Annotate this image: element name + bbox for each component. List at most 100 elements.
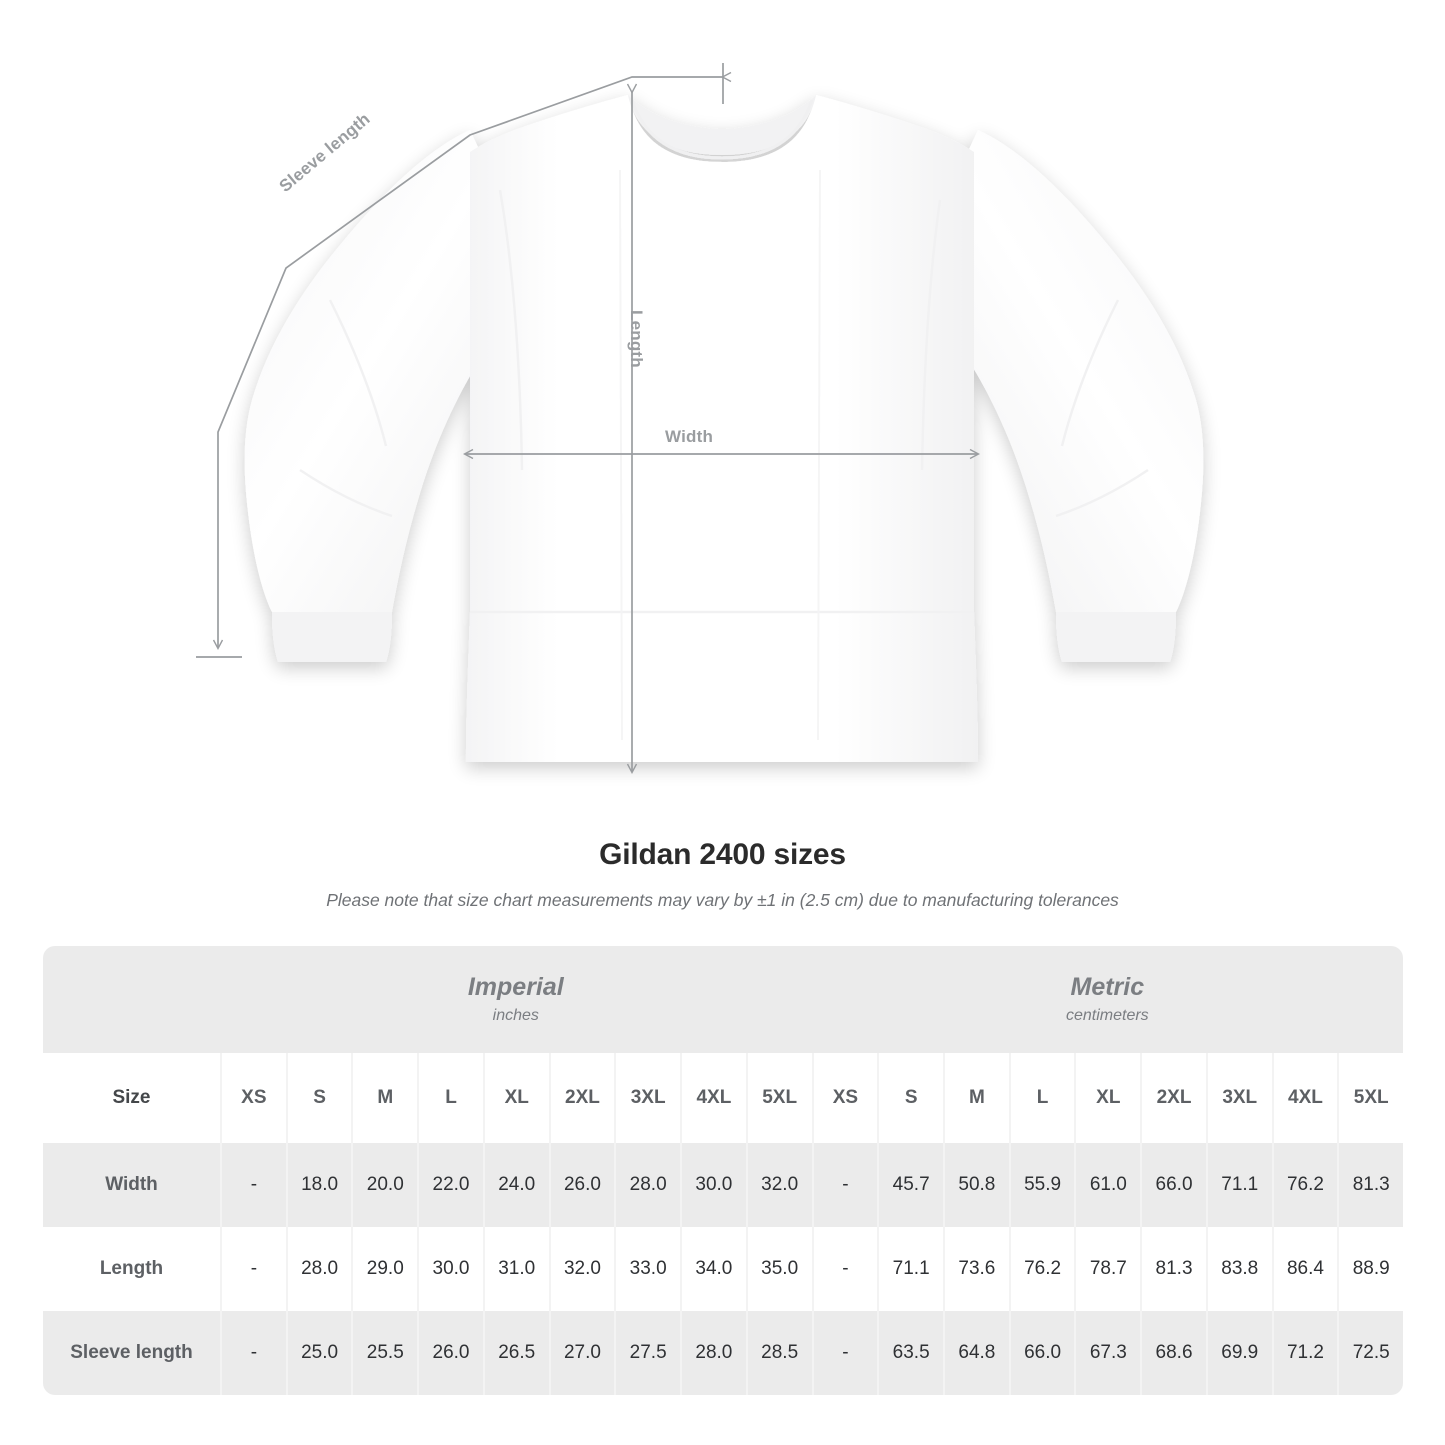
length-label: Length <box>627 310 646 368</box>
size-column-header: XS <box>811 1053 878 1143</box>
unit-system-name: Imperial <box>467 972 564 1001</box>
measurement-cell: 45.7 <box>877 1143 944 1227</box>
measurement-cell: 68.6 <box>1140 1311 1206 1395</box>
measurement-cell: 32.0 <box>745 1143 812 1227</box>
size-column-header: XS <box>220 1053 286 1143</box>
garment-diagram: Sleeve length Length Width <box>196 63 1204 774</box>
measurement-cell: 71.2 <box>1271 1311 1338 1395</box>
measurement-cell: - <box>811 1227 878 1311</box>
measurement-cell: 83.8 <box>1205 1227 1272 1311</box>
unit-system-unit: inches <box>492 1007 539 1025</box>
measurement-cell: 27.5 <box>614 1311 681 1395</box>
measurement-cell: 50.8 <box>943 1143 1009 1227</box>
measurement-cell: 86.4 <box>1271 1227 1338 1311</box>
measurement-cell: 18.0 <box>285 1143 352 1227</box>
measurement-cell: 55.9 <box>1008 1143 1075 1227</box>
size-column-header: M <box>351 1053 418 1143</box>
measurement-cell: 35.0 <box>745 1227 812 1311</box>
size-chart-table-wrapper: Imperial inches Metric centimeters Size XS S M L… <box>43 946 1404 1395</box>
measurement-cell: 73.6 <box>943 1227 1009 1311</box>
unit-system-unit: centimeters <box>1065 1007 1149 1025</box>
measurement-cell: 30.0 <box>417 1227 483 1311</box>
size-column-header: 3XL <box>1205 1053 1272 1143</box>
size-column-header: XL <box>1074 1053 1141 1143</box>
measurement-cell: 32.0 <box>548 1227 615 1311</box>
measurement-cell: 28.0 <box>680 1311 746 1395</box>
measurement-cell: 64.8 <box>943 1311 1009 1395</box>
measurement-cell: 26.0 <box>548 1143 615 1227</box>
measurement-cell: 30.0 <box>680 1143 746 1227</box>
measurement-cell: 71.1 <box>1205 1143 1272 1227</box>
size-column-header: M <box>943 1053 1009 1143</box>
measurement-cell: 29.0 <box>351 1227 418 1311</box>
size-chart-table: Imperial inches Metric centimeters Size XS S M L… <box>43 946 1404 1395</box>
measurement-cell: 81.3 <box>1337 1143 1404 1227</box>
size-column-header: XL <box>482 1053 549 1143</box>
measurement-cell: - <box>811 1311 878 1395</box>
measurement-cell: 69.9 <box>1205 1311 1272 1395</box>
unit-banner-spacer <box>43 946 220 1053</box>
size-header-label: Size <box>43 1053 220 1143</box>
size-column-header: 2XL <box>1140 1053 1206 1143</box>
page-title: Gildan 2400 sizes <box>599 838 846 871</box>
measurement-cell: - <box>220 1143 286 1227</box>
size-column-header: 3XL <box>614 1053 681 1143</box>
measurement-cell: 66.0 <box>1008 1311 1075 1395</box>
dimension-lines <box>196 63 980 774</box>
measurement-cell: 31.0 <box>482 1227 549 1311</box>
size-column-header: S <box>285 1053 352 1143</box>
unit-system-imperial: Imperial inches <box>220 946 812 1053</box>
measurement-cell: 88.9 <box>1337 1227 1404 1311</box>
measurement-cell: 24.0 <box>482 1143 549 1227</box>
measurement-cell: - <box>220 1227 286 1311</box>
measurement-cell: 67.3 <box>1074 1311 1141 1395</box>
measurement-cell: 76.2 <box>1008 1227 1075 1311</box>
size-column-header: L <box>1008 1053 1075 1143</box>
measurement-cell: 22.0 <box>417 1143 483 1227</box>
measurement-cell: - <box>811 1143 878 1227</box>
measurement-cell: 34.0 <box>680 1227 746 1311</box>
unit-system-metric: Metric centimeters <box>811 946 1404 1053</box>
table-row: Sleeve length -25.0 25.5 26.0 26.5 27.0 27.5 28… <box>43 1311 1404 1395</box>
measurement-row-label: Width <box>43 1143 220 1227</box>
sleeve-length-dimension-line <box>212 71 732 650</box>
table-row: Width -18.0 20.0 22.0 24.0 26.0 28.0 30.0 32.0-4… <box>43 1143 1404 1227</box>
tolerance-note: Please note that size chart measurements… <box>326 890 1119 910</box>
size-column-header: 5XL <box>1337 1053 1404 1143</box>
measurement-cell: 25.5 <box>351 1311 418 1395</box>
unit-system-banner-row: Imperial inches Metric centimeters <box>43 946 1404 1053</box>
width-label: Width <box>665 427 714 446</box>
garment-illustration <box>196 63 1204 774</box>
size-header-row: Size XS S M L XL 2XL 3XL 4XL 5XL XS S M L XL 2XL 3XL 4XL 5… <box>43 1053 1404 1143</box>
unit-system-name: Metric <box>1070 972 1145 1001</box>
measurement-cell: 61.0 <box>1074 1143 1141 1227</box>
measurement-cell: 66.0 <box>1140 1143 1206 1227</box>
measurement-cell: 72.5 <box>1337 1311 1404 1395</box>
measurement-cell: 28.0 <box>285 1227 352 1311</box>
measurement-cell: 25.0 <box>285 1311 352 1395</box>
size-column-header: 4XL <box>680 1053 746 1143</box>
measurement-cell: 78.7 <box>1074 1227 1141 1311</box>
measurement-cell: 81.3 <box>1140 1227 1206 1311</box>
size-column-header: L <box>417 1053 483 1143</box>
measurement-cell: 28.0 <box>614 1143 681 1227</box>
measurement-cell: 27.0 <box>548 1311 615 1395</box>
size-column-header: S <box>877 1053 944 1143</box>
measurement-cell: 71.1 <box>877 1227 944 1311</box>
measurement-cell: 63.5 <box>877 1311 944 1395</box>
size-column-header: 5XL <box>745 1053 812 1143</box>
measurement-cell: 26.0 <box>417 1311 483 1395</box>
size-column-header: 4XL <box>1271 1053 1338 1143</box>
measurement-row-label: Sleeve length <box>43 1311 220 1395</box>
measurement-cell: 28.5 <box>745 1311 812 1395</box>
measurement-cell: - <box>220 1311 286 1395</box>
measurement-cell: 26.5 <box>482 1311 549 1395</box>
size-column-header: 2XL <box>548 1053 615 1143</box>
shirt-shape <box>244 95 1204 762</box>
measurement-cell: 76.2 <box>1271 1143 1338 1227</box>
title-block: Gildan 2400 sizes Please note that size … <box>0 838 1445 911</box>
measurement-cell: 20.0 <box>351 1143 418 1227</box>
measurement-cell: 33.0 <box>614 1227 681 1311</box>
table-row: Length -28.0 29.0 30.0 31.0 32.0 33.0 34.0 35.0-… <box>43 1227 1404 1311</box>
measurement-row-label: Length <box>43 1227 220 1311</box>
